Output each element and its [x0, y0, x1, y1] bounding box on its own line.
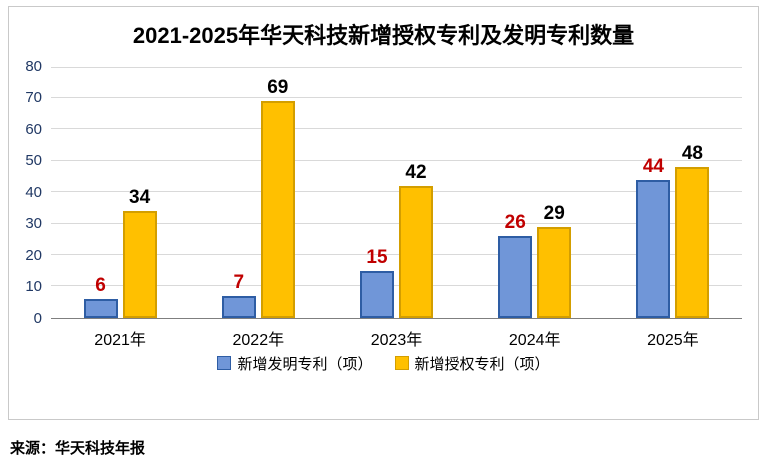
bar-wrap: 69: [260, 67, 295, 318]
bar-value-label: 29: [543, 202, 565, 224]
x-axis: 2021年 2022年 2023年 2024年 2025年: [51, 319, 742, 349]
y-tick-label: 40: [25, 183, 42, 201]
source-note: 来源：华天科技年报: [10, 440, 146, 457]
x-tick-label: 2024年: [508, 331, 561, 349]
x-tick-label: 2022年: [232, 331, 285, 349]
bar-value-label: 44: [642, 155, 664, 177]
bar-group-2023年: 15 42: [327, 67, 465, 318]
gridline: [51, 66, 742, 68]
bar-series1-2023年: [360, 270, 394, 318]
bar-wrap: 48: [675, 67, 710, 318]
bar-wrap: 44: [636, 67, 671, 318]
bar-value-label: 6: [95, 274, 106, 296]
plot-area: 6 34 7 69 15 42 26 29 44 48: [51, 66, 742, 319]
y-tick-label: 30: [25, 215, 42, 233]
bar-value-label: 15: [366, 246, 388, 268]
bar-value-label: 42: [405, 161, 427, 183]
bar-value-label: 7: [233, 271, 245, 293]
legend-label: 新增发明专利（项）: [237, 355, 373, 373]
bar-series1-2021年: [83, 298, 118, 318]
x-tick-label: 2025年: [647, 331, 699, 349]
bar-series1-2025年: [636, 179, 671, 318]
legend-swatch-icon: [217, 356, 232, 371]
bar-series1-2022年: [221, 295, 256, 318]
y-tick-label: 60: [25, 120, 42, 138]
x-tick-label: 2021年: [94, 331, 146, 349]
bar-value-label: 34: [129, 187, 151, 209]
bar-wrap: 29: [537, 67, 572, 318]
gridline: [51, 253, 742, 255]
legend: 新增发明专利（项） 新增授权专利（项）: [9, 353, 758, 374]
bar-wrap: 42: [399, 67, 433, 318]
bar-wrap: 34: [122, 67, 157, 318]
bar-series2-2022年: [260, 101, 295, 318]
bar-group-2021年: 6 34: [51, 67, 189, 318]
legend-item-2: 新增授权专利（项）: [394, 353, 550, 374]
y-tick-label: 0: [33, 309, 42, 327]
plot-wrap: 6 34 7 69 15 42 26 29 44 48 2021年 2022年 2023年 2024年 2…: [51, 66, 742, 349]
bar-wrap: 26: [498, 67, 533, 318]
bar-group-2022年: 7 69: [189, 67, 327, 318]
legend-item-1: 新增发明专利（项）: [217, 353, 373, 374]
bar-series1-2024年: [498, 236, 533, 318]
y-tick-label: 10: [25, 278, 42, 296]
chart-container: 2021-2025年华天科技新增授权专利及发明专利数量 0 10 20 30 40 50 6…: [8, 6, 759, 420]
gridline: [51, 128, 742, 130]
y-tick-label: 70: [25, 89, 42, 107]
y-tick-label: 50: [25, 152, 42, 170]
chart-body: 0 10 20 30 40 50 60 70 80 6 34 7 69 15 42 26 29 44 48 202…: [9, 58, 758, 349]
gridline: [51, 159, 742, 161]
bar-series2-2023年: [399, 185, 433, 318]
bar-series2-2025年: [675, 167, 710, 318]
bar-group-2024年: 26 29: [466, 67, 604, 318]
gridline: [51, 222, 742, 224]
bar-wrap: 6: [83, 67, 118, 318]
legend-swatch-icon: [394, 356, 409, 371]
chart-title: 2021-2025年华天科技新增授权专利及发明专利数量: [132, 23, 635, 48]
bar-value-label: 26: [504, 212, 526, 234]
y-tick-label: 80: [25, 57, 42, 75]
gridline: [51, 191, 742, 193]
bar-series2-2021年: [122, 211, 157, 318]
bar-group-2025年: 44 48: [604, 67, 742, 318]
bar-wrap: 7: [221, 67, 256, 318]
legend-label: 新增授权专利（项）: [414, 355, 550, 373]
bar-value-label: 69: [267, 77, 289, 99]
y-tick-label: 20: [25, 246, 42, 264]
bar-value-label: 48: [681, 143, 703, 165]
x-tick-label: 2023年: [370, 331, 423, 349]
gridline: [51, 285, 742, 287]
y-axis: 0 10 20 30 40 50 60 70 80: [9, 58, 51, 327]
gridline: [51, 97, 742, 99]
bar-wrap: 15: [360, 67, 394, 318]
bar-series2-2024年: [537, 226, 572, 318]
